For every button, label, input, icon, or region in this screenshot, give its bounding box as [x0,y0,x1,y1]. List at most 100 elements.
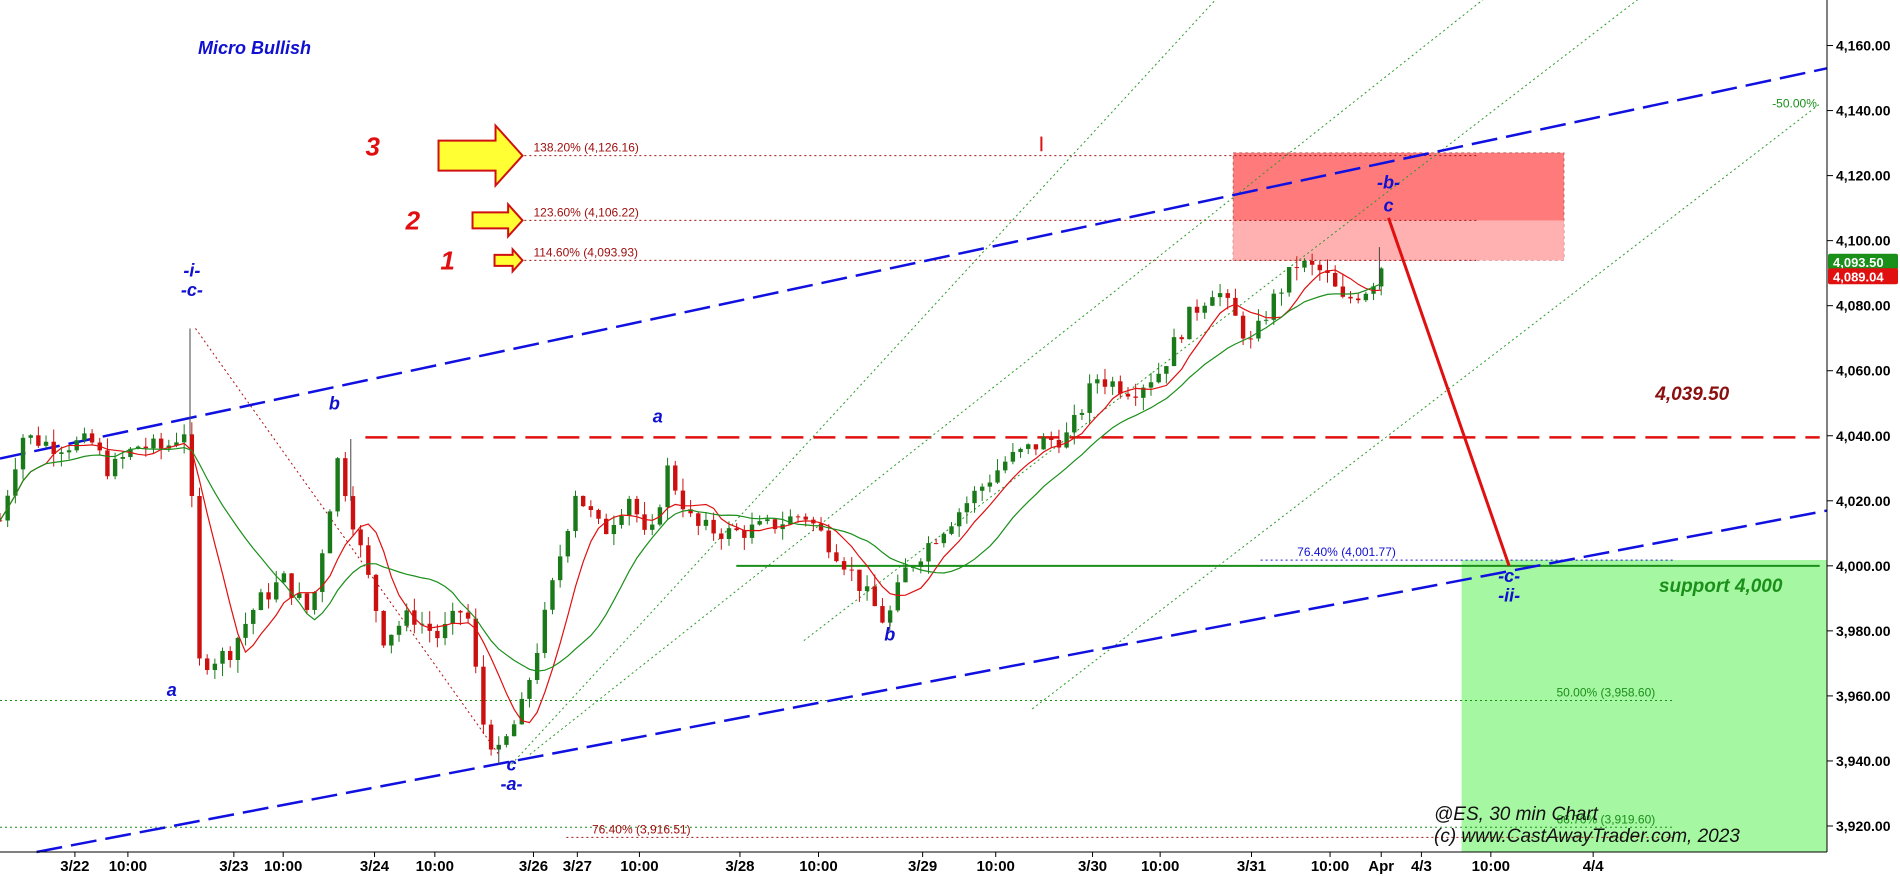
x-tick-label: 3/27 [563,858,592,875]
candle-body [1263,319,1269,321]
x-tick-label: 10:00 [799,858,837,875]
resistance-zone-lower [1233,220,1564,261]
candle-body [197,495,202,659]
candle-body [588,506,594,510]
wave-label: a [653,407,663,427]
fib-label: 114.60% (4,093.93) [533,245,638,259]
chart-title: Micro Bullish [198,38,311,58]
candle-body [1256,320,1261,339]
candle-body [189,434,195,496]
candle-body [89,433,95,443]
wave-label: c [507,755,517,775]
x-tick-label: 3/31 [1237,858,1266,875]
candle-body [519,698,524,725]
candle-body [373,574,379,611]
candle-body [719,533,724,539]
fib-label: 50.00% (3,958.60) [1557,685,1656,699]
moving-averages-layer [0,269,1382,724]
overlay-layer: 123-i--c-abc-a-ab-b-c-c--ii-4,093.504,08… [167,122,1898,794]
candle-body [158,438,164,449]
candle-body [1379,268,1384,287]
channel-line [1031,103,1820,710]
y-tick-label: 3,940.00 [1836,753,1891,769]
wave-label: -b- [1377,173,1400,193]
candle-body [1225,293,1230,298]
target-arrow-3 [437,122,524,189]
candle-body [258,592,264,611]
candle-body [1302,260,1307,268]
fib-label: 76.40% (4,001.77) [1297,545,1396,559]
candle-body [1271,293,1276,320]
candle-body [772,519,778,530]
candle-body [1102,379,1108,387]
candle-body [887,610,893,623]
candle-body [1294,267,1300,269]
target-number: 3 [365,132,380,162]
candle-body [335,458,340,512]
candle-body [1164,366,1169,374]
y-tick-label: 4,160.00 [1836,38,1891,54]
candle-body [956,512,962,527]
support-label: support 4,000 [1659,576,1783,597]
x-axis: 3/22 10:00 3/23 10:00 3/24 10:00 3/26 3/27 10:00… [60,852,1604,875]
candle-body [1010,452,1016,462]
candle-body [396,625,402,635]
fib-label: 66.70% (3,919.60) [1557,812,1656,826]
y-tick-label: 4,040.00 [1836,428,1891,444]
candle-body [642,514,647,530]
candle-body [665,465,670,508]
trend-line [0,67,1828,460]
price-badge-label: 4,093.50 [1833,255,1884,270]
candle-body [1317,264,1323,271]
x-tick-label: 10:00 [1141,858,1179,875]
candle-body [680,490,686,510]
candle-body [36,435,41,446]
candle-body [481,666,486,725]
candle-body [1187,306,1192,340]
support-zone [1461,559,1827,852]
candle-body [765,519,770,522]
x-tick-label: 3/23 [219,858,248,875]
candle-body [473,618,478,667]
candle-body [105,450,110,477]
candle-body [534,652,540,680]
candle-body [427,623,432,631]
candle-body [1125,393,1131,397]
projection-line [1387,217,1511,567]
candle-body [611,524,617,535]
candle-body [327,511,333,554]
candle-body [849,569,854,571]
candle-body [43,441,49,446]
candle-body [511,724,517,737]
candle-body [1156,373,1161,383]
resistance-label: 4,039.50 [1654,384,1729,405]
x-tick-label: 3/24 [360,858,390,875]
ma-line-green [0,283,1382,672]
candle-body [1148,382,1154,388]
candle-body [726,528,732,539]
candle-body [274,582,279,600]
candle-body [1049,437,1054,440]
y-tick-label: 3,920.00 [1836,818,1891,834]
candle-body [1171,337,1177,367]
candle-body [465,612,471,619]
candle-body [1110,381,1115,387]
ma-line-red [0,269,1382,724]
candle-body [358,529,363,546]
candle-body [204,658,210,670]
candle-body [243,623,248,638]
candle-body [20,437,26,470]
candle-body [995,470,1000,483]
candle-body [603,518,609,535]
candle-body [596,509,601,519]
candle-body [619,515,624,525]
candle-body [795,516,801,518]
candle-body [1095,379,1100,384]
y-tick-label: 4,100.00 [1836,233,1891,249]
candle-body [59,452,64,454]
candle-body [903,567,908,583]
candle-body [251,610,256,624]
x-tick-label: Apr [1368,858,1394,875]
candle-body [1248,338,1253,340]
candle-body [1072,414,1077,433]
